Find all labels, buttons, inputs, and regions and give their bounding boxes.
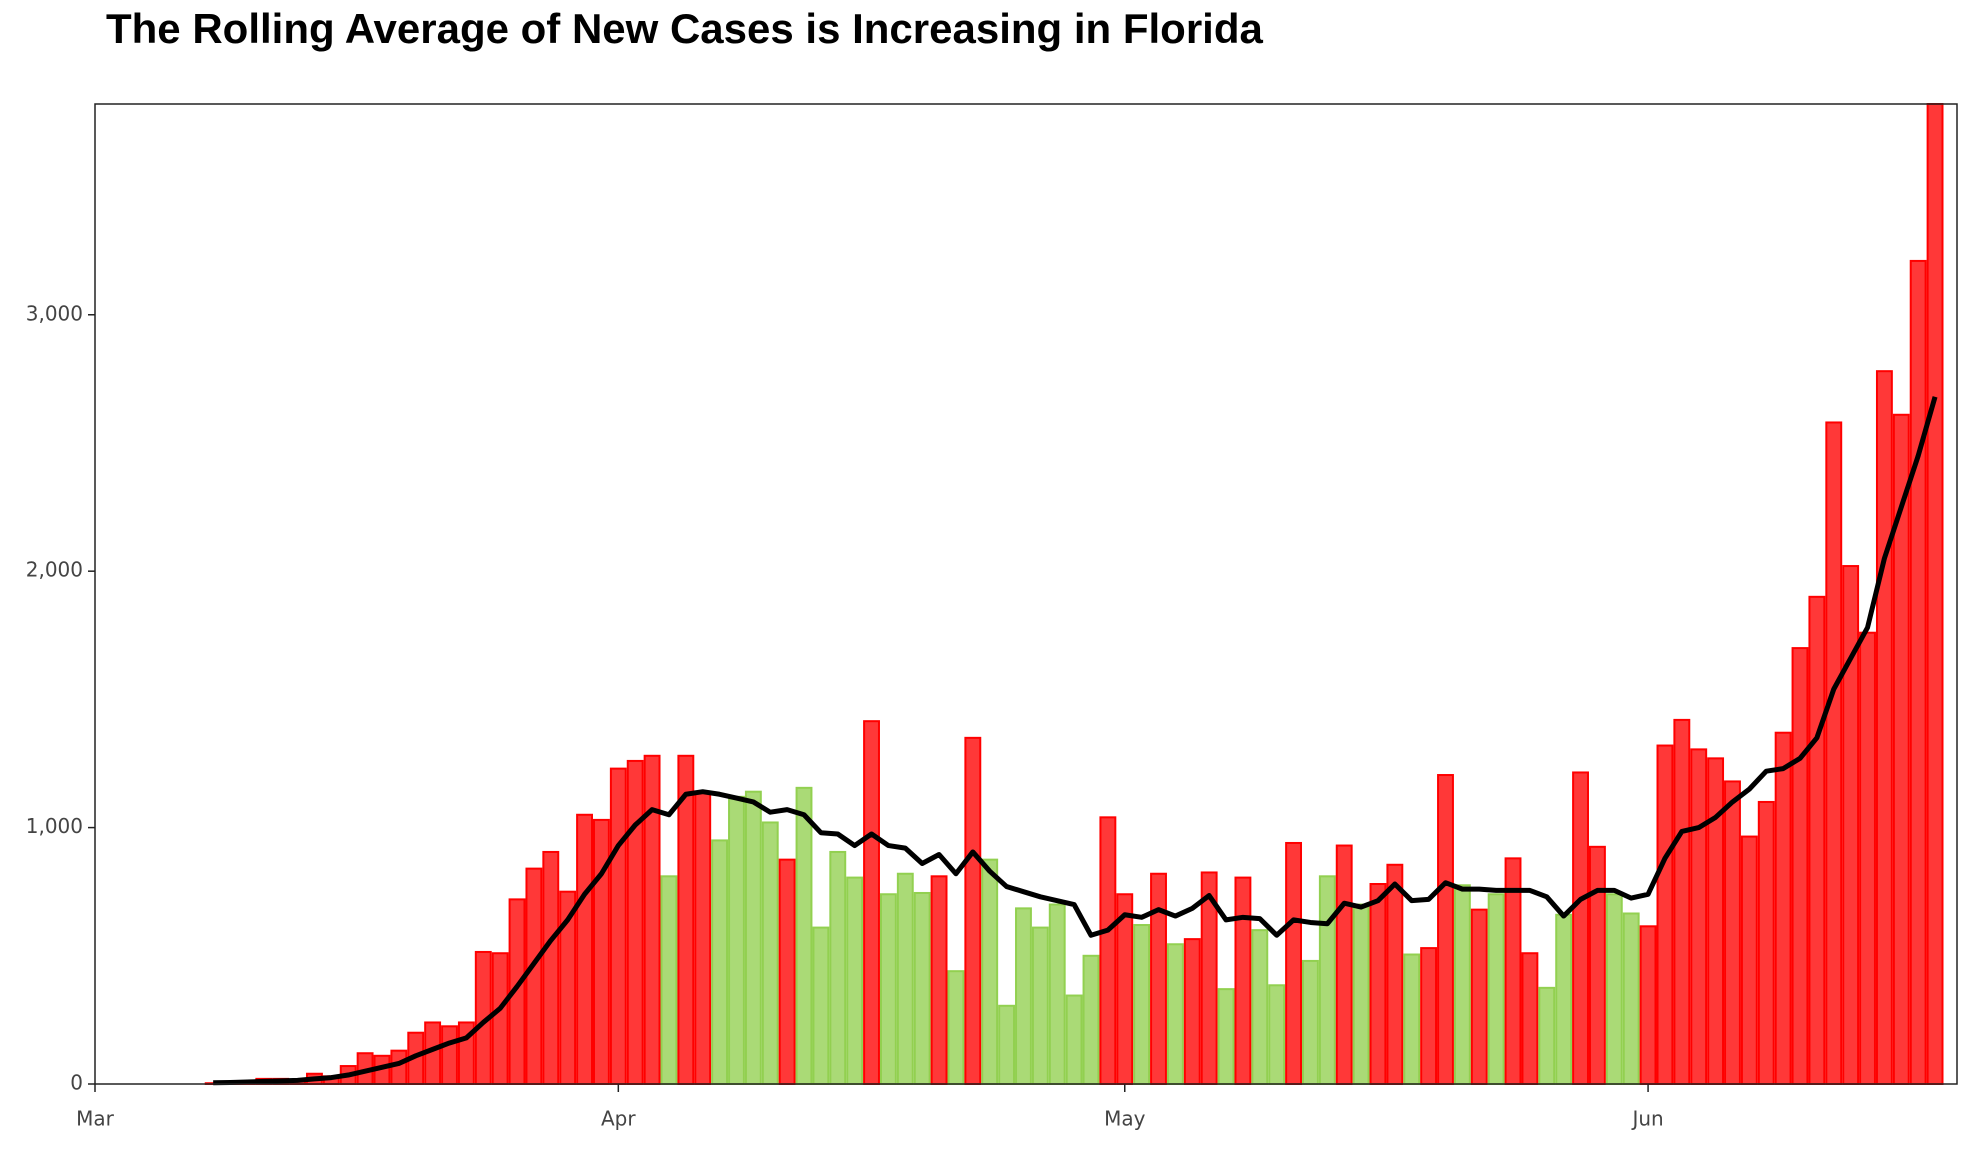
bar [1724, 780, 1741, 1086]
bar [728, 795, 745, 1085]
bar [1909, 259, 1927, 1085]
bar [1352, 903, 1370, 1085]
bar [441, 1025, 458, 1086]
bar [1302, 959, 1319, 1086]
chart-title: The Rolling Average of New Cases is Incr… [106, 5, 1263, 52]
bar [525, 867, 543, 1085]
bar [1605, 893, 1623, 1085]
bar [1656, 744, 1674, 1085]
bar [1420, 947, 1438, 1085]
bar [1268, 984, 1286, 1085]
bar [1588, 845, 1606, 1085]
bar [1285, 841, 1303, 1085]
bar [609, 767, 627, 1085]
bar [1369, 883, 1387, 1085]
bar [576, 813, 593, 1085]
bar [1859, 631, 1876, 1085]
bar [1555, 913, 1573, 1085]
bar [1707, 757, 1725, 1085]
bar [1403, 953, 1421, 1085]
bar [1690, 748, 1708, 1086]
bar [1487, 893, 1505, 1085]
bar [1015, 907, 1032, 1085]
bar [660, 875, 678, 1085]
bar [1133, 924, 1151, 1085]
bar [1031, 926, 1049, 1085]
bar [913, 891, 931, 1085]
bar [1875, 370, 1893, 1085]
bar [1386, 863, 1404, 1085]
bar [1166, 943, 1184, 1085]
bar [998, 1004, 1016, 1085]
rolling-average-line [213, 396, 1938, 1086]
bar [1437, 774, 1454, 1085]
x-tick-label: May [1104, 1107, 1146, 1131]
bar [812, 926, 830, 1085]
bar [491, 952, 509, 1085]
bar [542, 850, 560, 1086]
bar [1234, 876, 1252, 1085]
bar [1150, 872, 1167, 1085]
bar [1099, 816, 1117, 1085]
bar [964, 736, 982, 1085]
bar [761, 821, 779, 1085]
bar [1065, 994, 1083, 1085]
y-tick-label: 2,000 [26, 558, 83, 582]
bar [694, 790, 712, 1085]
bar [846, 876, 864, 1085]
x-tick-label: Apr [601, 1107, 636, 1131]
bar [643, 754, 661, 1085]
bar [1217, 988, 1235, 1086]
bar [1521, 952, 1539, 1085]
plot-border [94, 103, 1958, 1085]
bar [879, 893, 897, 1085]
bar [1048, 903, 1066, 1085]
bar [1808, 595, 1826, 1085]
bar [1470, 908, 1488, 1086]
plot-area [204, 103, 1944, 1086]
bar [744, 790, 762, 1085]
bar [1740, 835, 1758, 1085]
bar [863, 720, 880, 1086]
x-tick-label: Mar [76, 1107, 115, 1131]
bar [947, 970, 965, 1086]
bar [1791, 647, 1809, 1085]
bar [896, 872, 914, 1085]
bar [1757, 800, 1775, 1085]
bar [626, 759, 644, 1086]
bar [1572, 771, 1589, 1085]
bar [795, 786, 813, 1085]
bar [1774, 731, 1792, 1085]
bar [1673, 718, 1691, 1086]
bar [1453, 884, 1471, 1085]
bar [1639, 925, 1657, 1085]
bar [1622, 912, 1640, 1085]
bar [1335, 844, 1353, 1085]
bar [1318, 875, 1336, 1085]
bar [390, 1049, 408, 1085]
bar [1082, 954, 1100, 1085]
bar [711, 839, 729, 1086]
x-tick-label: Jun [1630, 1107, 1663, 1131]
bar [981, 858, 999, 1086]
bar [930, 875, 948, 1085]
y-tick-label: 1,000 [26, 814, 83, 838]
bar [829, 850, 847, 1086]
bar [1825, 421, 1843, 1085]
bar [1251, 929, 1269, 1086]
y-tick-label: 0 [70, 1071, 83, 1095]
bar [1538, 986, 1556, 1085]
bar [677, 754, 695, 1085]
bar [1926, 103, 1944, 1085]
bar [1183, 938, 1201, 1086]
y-tick-label: 3,000 [26, 301, 83, 325]
bar [592, 818, 610, 1086]
bar [778, 858, 796, 1086]
